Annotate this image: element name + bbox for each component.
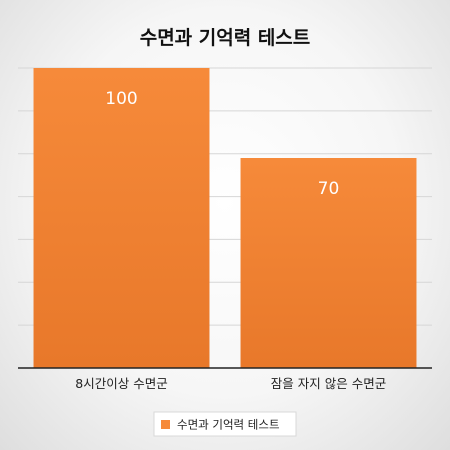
legend-box (153, 411, 297, 437)
legend-swatch (161, 420, 170, 429)
bar-value-label: 100 (105, 89, 137, 109)
category-label: 8시간이상 수면군 (75, 376, 167, 391)
category-label: 잠을 자지 않은 수면군 (271, 376, 386, 391)
legend-label: 수면과 기억력 테스트 (177, 418, 280, 432)
legend: 수면과 기억력 테스트 (153, 411, 297, 437)
category-labels: 8시간이상 수면군 잠을 자지 않은 수면군 (75, 376, 386, 391)
bar (33, 68, 210, 368)
bar-value-label: 70 (318, 179, 340, 199)
bar (240, 158, 417, 368)
bars: 100 70 (33, 68, 417, 368)
chart-title: 수면과 기억력 테스트 (140, 27, 311, 49)
